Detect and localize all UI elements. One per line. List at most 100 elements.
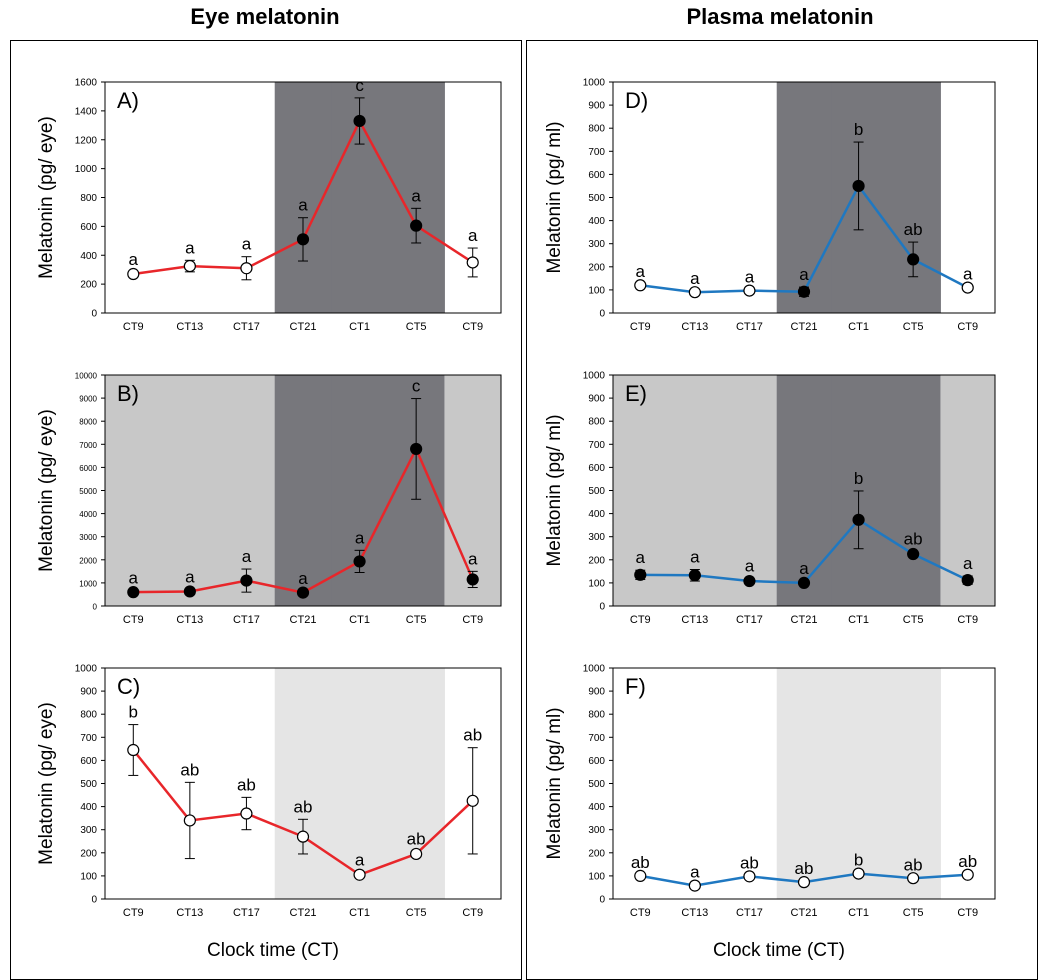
y-tick-label: 100 (80, 871, 97, 882)
significance-letter: ab (237, 775, 256, 794)
shade-dark (776, 82, 832, 313)
significance-letter: a (468, 226, 478, 245)
significance-letter: c (355, 76, 364, 95)
y-tick-label: 500 (588, 486, 605, 497)
shade-dark (776, 375, 832, 606)
data-point (240, 262, 253, 275)
y-tick-label: 900 (80, 687, 97, 698)
panel-a: 0 200 400 600 800 1000 1200 1400 1600 CT9 CT13 CT17… (36, 76, 502, 333)
panel-label: B) (117, 381, 139, 406)
data-point (797, 285, 811, 298)
shade-vlight (831, 668, 887, 899)
y-tick-label: 2000 (79, 556, 97, 565)
data-point (240, 574, 253, 587)
data-point (183, 585, 196, 598)
y-axis-label: Melatonin (pg/ ml) (544, 707, 565, 859)
shade-light (940, 375, 996, 606)
y-tick-label: 700 (80, 733, 97, 744)
y-tick-label: 500 (80, 779, 97, 790)
x-tick-label: CT13 (681, 614, 708, 626)
shade-light (161, 375, 219, 606)
shade-vlight (274, 668, 332, 899)
significance-letter: a (963, 554, 973, 573)
y-tick-label: 1000 (79, 579, 97, 588)
y-tick-label: 500 (588, 779, 605, 790)
eye-x-axis-label: Clock time (CT) (207, 940, 339, 961)
x-tick-label: CT9 (957, 321, 978, 333)
y-tick-label: 1000 (75, 164, 98, 175)
data-point (410, 219, 423, 232)
y-tick-label: 600 (80, 756, 97, 767)
panel-d: 0 100 200 300 400 500 600 700 800 900 1000 CT9 CT13 C… (544, 78, 996, 333)
significance-letter: a (411, 186, 421, 205)
y-tick-label: 800 (80, 193, 97, 204)
data-point (353, 868, 366, 881)
x-tick-label: CT13 (681, 321, 708, 333)
significance-letter: a (185, 238, 195, 257)
data-point (127, 586, 140, 599)
data-point (852, 513, 865, 526)
x-tick-label: CT5 (903, 321, 924, 333)
data-point (634, 279, 647, 292)
y-tick-label: 400 (80, 251, 97, 262)
data-point (743, 870, 756, 883)
data-point (688, 879, 701, 892)
x-tick-label: CT9 (123, 907, 144, 919)
y-tick-label: 100 (588, 285, 605, 296)
significance-letter: ab (904, 855, 923, 874)
significance-letter: a (799, 559, 809, 578)
x-tick-label: CT9 (630, 614, 651, 626)
significance-letter: a (690, 548, 700, 567)
x-tick-label: CT9 (462, 907, 483, 919)
y-axis-label: Melatonin (pg/ ml) (544, 121, 565, 273)
significance-letter: a (636, 262, 646, 281)
x-tick-label: CT9 (462, 321, 483, 333)
data-point (961, 868, 974, 881)
y-tick-label: 400 (588, 509, 605, 520)
significance-letter: a (298, 569, 308, 588)
x-tick-label: CT5 (406, 907, 427, 919)
shade-vlight (331, 668, 389, 899)
data-point (743, 284, 756, 297)
y-tick-label: 1600 (75, 78, 98, 89)
y-tick-label: 700 (588, 147, 605, 158)
y-tick-label: 3000 (79, 533, 97, 542)
y-tick-label: 600 (588, 756, 605, 767)
significance-letter: a (745, 557, 755, 576)
y-tick-label: 7000 (79, 441, 97, 450)
y-tick-label: 600 (80, 222, 97, 233)
significance-letter: ab (631, 853, 650, 872)
shade-vlight (885, 668, 941, 899)
x-tick-label: CT17 (736, 907, 763, 919)
data-point (743, 574, 756, 588)
data-point (852, 179, 865, 193)
y-tick-label: 6000 (79, 464, 97, 473)
y-tick-label: 4000 (79, 510, 97, 519)
x-tick-label: CT5 (406, 321, 427, 333)
data-point (634, 568, 647, 581)
significance-letter: a (636, 548, 646, 567)
significance-letter: ab (740, 853, 759, 872)
x-tick-label: CT1 (349, 614, 370, 626)
x-tick-label: CT5 (903, 907, 924, 919)
y-tick-label: 600 (588, 170, 605, 181)
significance-letter: b (854, 469, 863, 488)
y-tick-label: 800 (588, 417, 605, 428)
significance-letter: a (690, 863, 700, 882)
shade-light (105, 375, 163, 606)
y-tick-label: 200 (588, 848, 605, 859)
y-tick-label: 800 (80, 710, 97, 721)
significance-letter: ab (407, 830, 426, 849)
plasma-column-title: Plasma melatonin (686, 4, 874, 29)
significance-letter: ab (463, 726, 482, 745)
data-point (240, 807, 253, 820)
x-tick-label: CT5 (406, 614, 427, 626)
data-point (688, 286, 701, 299)
data-point (907, 253, 920, 266)
x-tick-label: CT1 (848, 321, 869, 333)
y-axis-label: Melatonin (pg/ eye) (36, 116, 57, 279)
panel-c: 0 100 200 300 400 500 600 700 800 900 1000 CT9 CT13 C… (36, 664, 502, 919)
y-tick-label: 1000 (583, 664, 606, 675)
y-tick-label: 300 (588, 825, 605, 836)
data-point (296, 830, 310, 843)
